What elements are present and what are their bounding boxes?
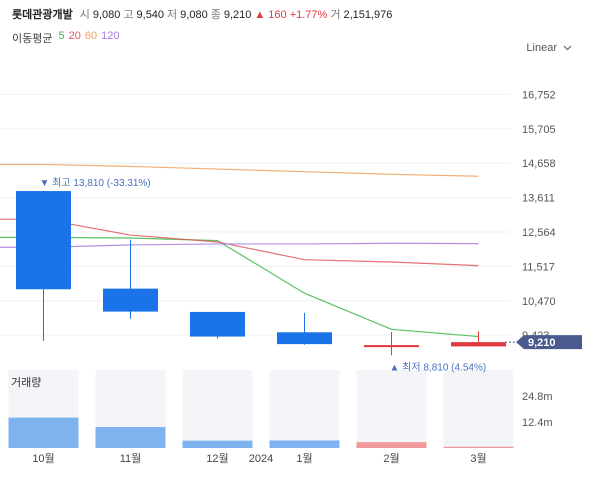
volume-slot-background [356,370,427,448]
candle-body [190,311,245,337]
close-label: 종 [210,9,221,21]
scale-dropdown[interactable]: Linear [526,42,572,54]
ma-5-label[interactable]: 5 [58,30,65,42]
candle-body [364,345,419,348]
volume-bar [95,427,166,448]
candle-body [16,191,71,290]
ma-20-line [0,218,479,267]
ma-title: 이동평균 [12,33,53,45]
volume-bar [269,440,340,448]
volume-slot-background [269,370,340,448]
volume-bar [182,440,253,448]
volume-value: 2,151,976 [343,9,393,21]
high-label: 고 [123,9,134,21]
candlestick[interactable] [16,191,71,341]
candlestick[interactable] [451,331,506,347]
open-value: 9,080 [92,9,121,21]
open-label: 시 [79,9,90,21]
price-tick-label: 10,470 [522,296,556,308]
price-tick-label: 14,658 [522,158,556,170]
chevron-down-icon [563,45,572,51]
volume-bar [443,446,514,448]
moving-average-legend: 이동평균 5 20 60 120 [12,30,119,46]
x-tick-label: 3월 [470,452,486,465]
close-value: 9,210 [223,9,252,21]
ma-60-line [0,163,479,177]
price-tick-label: 15,705 [522,124,556,136]
volume-panel-title: 거래량 [11,376,41,389]
x-tick-label: 11월 [120,452,142,465]
current-price-label: 9,210 [528,337,556,349]
low-value: 9,080 [180,9,208,21]
candlestick[interactable] [190,311,245,339]
change-value: ▲ 160 +1.77% [254,9,328,21]
volume-bar [356,442,427,448]
volume-label: 거 [330,9,341,21]
x-tick-label: 10월 [32,452,54,465]
high-value: 9,540 [136,9,165,21]
scale-label: Linear [526,42,557,54]
volume-bar [8,417,79,448]
x-tick-label: 12월 [206,452,228,465]
x-tick-label: 1월 [296,452,312,465]
ma-20-label[interactable]: 20 [68,30,81,42]
low-label: 저 [167,9,178,21]
volume-tick-label: 12.4m [522,417,553,429]
volume-slot-background [443,370,514,448]
volume-slot-background [182,370,253,448]
candle-body [277,332,332,345]
ma-60-label[interactable]: 60 [84,30,98,42]
volume-tick-label: 24.8m [522,391,553,403]
candle-body [103,288,158,312]
x-tick-label: 2월 [383,452,399,465]
low-annotation: ▲ 최저 8,810 (4.54%) [390,361,487,373]
price-tick-label: 11,517 [522,261,555,273]
stock-name: 롯데관광개발 [12,9,73,21]
high-annotation: ▼ 최고 13,810 (-33.31%) [40,177,151,189]
candlestick[interactable] [103,239,158,319]
candle-body [451,342,506,347]
candlestick[interactable] [364,331,419,356]
ma-120-label[interactable]: 120 [101,30,120,42]
price-tick-label: 13,611 [522,193,555,205]
price-tick-label: 12,564 [522,227,556,239]
price-tick-label: 16,752 [522,89,556,101]
price-header: 롯데관광개발 시 9,080 고 9,540 저 9,080 종 9,210 ▲… [12,6,392,24]
x-year-label: 2024 [249,453,273,465]
current-price-tag [516,335,582,350]
candlestick[interactable] [277,312,332,345]
